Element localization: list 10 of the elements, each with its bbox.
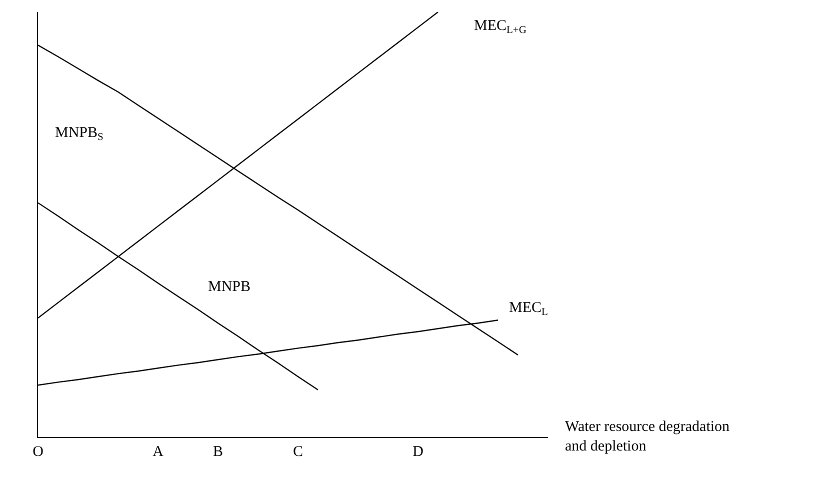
x-tick-label: A	[152, 444, 164, 460]
text: MEC$_{L+G}$	[474, 18, 527, 36]
x-tick-label: D	[412, 444, 424, 460]
x-tick-label: C	[292, 444, 304, 460]
series-label: MEC$_{L}$	[509, 300, 548, 318]
x-tick-label: B	[212, 444, 224, 460]
x-tick-label: O	[32, 444, 44, 460]
x-axis-title: Water resource degradation and depletion	[565, 419, 730, 454]
text: MNPB$_{S}$	[55, 125, 104, 144]
series-label: MNPB	[208, 279, 251, 295]
